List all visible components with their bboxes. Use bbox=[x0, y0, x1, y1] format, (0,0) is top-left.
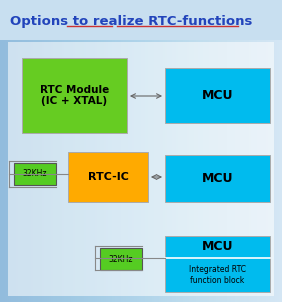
FancyBboxPatch shape bbox=[14, 163, 56, 185]
FancyBboxPatch shape bbox=[22, 58, 127, 133]
FancyBboxPatch shape bbox=[100, 248, 142, 270]
Bar bbox=[8, 42, 274, 296]
FancyBboxPatch shape bbox=[165, 155, 270, 202]
Text: Integrated RTC
function block: Integrated RTC function block bbox=[189, 265, 246, 285]
Text: RTC Module
(IC + XTAL): RTC Module (IC + XTAL) bbox=[40, 85, 109, 106]
Text: MCU: MCU bbox=[202, 172, 233, 185]
Text: 32KHz: 32KHz bbox=[109, 255, 133, 264]
FancyBboxPatch shape bbox=[165, 236, 270, 292]
Text: Options to realize RTC-functions: Options to realize RTC-functions bbox=[10, 15, 252, 28]
Text: RTC-IC: RTC-IC bbox=[88, 172, 128, 182]
Text: MCU: MCU bbox=[202, 240, 233, 253]
Text: 32KHz: 32KHz bbox=[23, 169, 47, 178]
Bar bbox=[0, 0, 282, 40]
Text: MCU: MCU bbox=[202, 89, 233, 102]
FancyBboxPatch shape bbox=[68, 152, 148, 202]
FancyBboxPatch shape bbox=[165, 68, 270, 123]
